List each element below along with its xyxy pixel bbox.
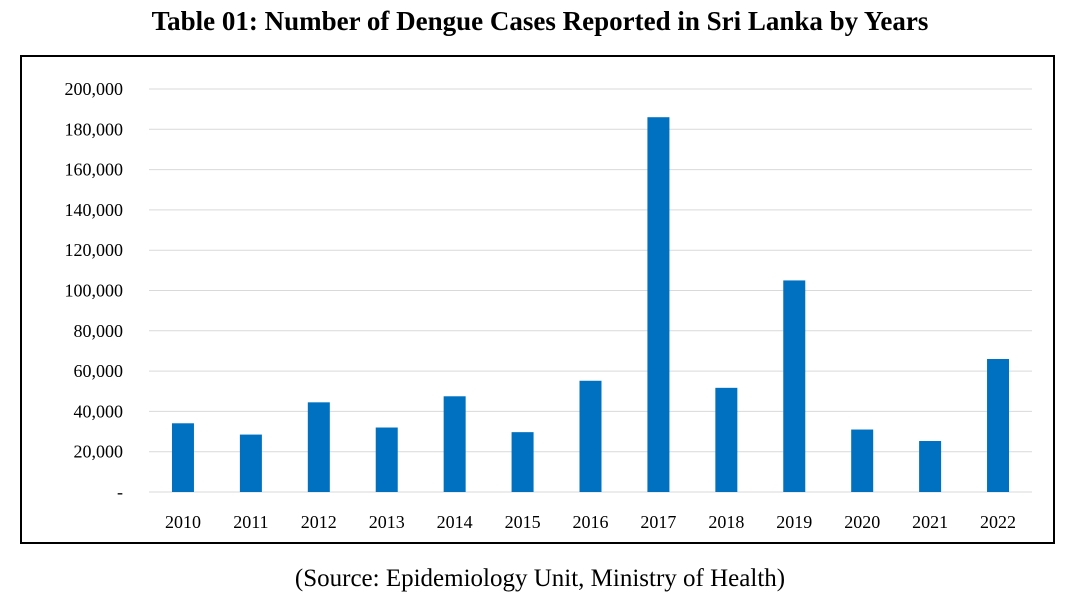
bar-2020 [851, 429, 874, 492]
bar-2011 [239, 434, 262, 492]
x-tick-label: 2016 [573, 512, 609, 532]
bar-2022 [987, 359, 1010, 492]
x-tick-label: 2011 [233, 512, 268, 532]
y-tick-label: 80,000 [74, 321, 124, 341]
bar-2019 [783, 280, 806, 492]
x-tick-label: 2015 [505, 512, 541, 532]
chart-frame: - 20,000 40,000 60,000 80,000 100,000 120,000 1… [20, 55, 1055, 544]
bar-2012 [307, 402, 330, 492]
gridlines [149, 88, 1032, 493]
x-tick-label: 2012 [301, 512, 337, 532]
x-tick-label: 2010 [165, 512, 201, 532]
bar-2014 [443, 396, 466, 492]
bar-2013 [375, 427, 398, 492]
y-tick-label: 120,000 [65, 240, 124, 260]
y-tick-label: 100,000 [65, 281, 124, 301]
bar-2015 [511, 432, 534, 492]
y-tick-label: 140,000 [65, 200, 124, 220]
x-tick-label: 2017 [640, 512, 676, 532]
bar-2021 [919, 441, 942, 492]
y-tick-label: 20,000 [74, 442, 124, 462]
x-tick-label: 2020 [844, 512, 880, 532]
bar-2010 [171, 423, 194, 492]
x-tick-label: 2013 [369, 512, 405, 532]
y-axis-tick-labels: - 20,000 40,000 60,000 80,000 100,000 120,000 1… [65, 79, 124, 502]
x-tick-label: 2022 [980, 512, 1016, 532]
y-tick-label: 200,000 [65, 79, 124, 99]
y-tick-label: 60,000 [74, 361, 124, 381]
bar-2018 [715, 387, 738, 492]
y-tick-label: - [117, 482, 123, 502]
x-tick-label: 2019 [776, 512, 812, 532]
chart-title: Table 01: Number of Dengue Cases Reporte… [151, 6, 929, 36]
source-note: (Source: Epidemiology Unit, Ministry of … [294, 565, 786, 592]
bars [171, 117, 1010, 493]
bar-chart: - 20,000 40,000 60,000 80,000 100,000 120,000 1… [65, 79, 1032, 532]
x-tick-label: 2018 [708, 512, 744, 532]
y-tick-label: 40,000 [74, 401, 124, 421]
y-tick-label: 160,000 [65, 160, 124, 180]
x-tick-label: 2021 [912, 512, 948, 532]
bar-2017 [647, 117, 670, 493]
bar-2016 [579, 380, 602, 492]
y-tick-label: 180,000 [65, 119, 124, 139]
x-tick-label: 2014 [437, 512, 473, 532]
x-axis-tick-labels: 2010 2011 2012 2013 2014 2015 2016 2017 2018 2019… [165, 512, 1016, 532]
